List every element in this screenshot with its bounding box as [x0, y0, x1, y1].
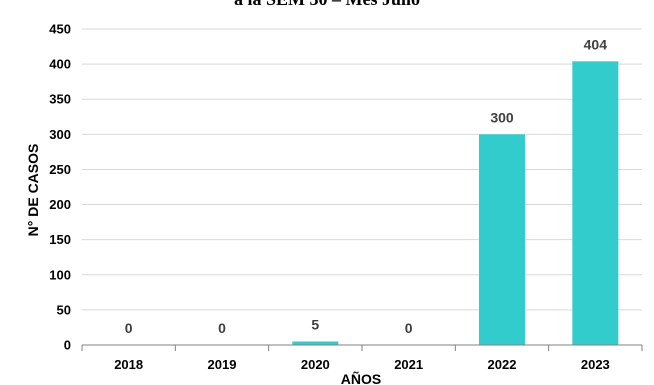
- y-tick-label: 150: [49, 232, 71, 247]
- y-tick-label: 450: [49, 22, 71, 37]
- y-axis-title: N° DE CASOS: [25, 144, 41, 237]
- data-label-2021: 0: [405, 320, 413, 336]
- y-tick-label: 200: [49, 197, 71, 212]
- x-tick-label: 2022: [488, 357, 517, 372]
- y-axis: 0 50 100 150 200 250 300 350 400 450: [49, 22, 71, 353]
- data-labels: 0 0 5 0 300 404: [125, 36, 607, 336]
- chart-title: a la SEM 30 – Mes Julio: [0, 0, 654, 10]
- bar-2023: [572, 61, 619, 346]
- y-tick-label: 350: [49, 92, 71, 107]
- data-label-2023: 404: [584, 36, 608, 52]
- y-tick-label: 50: [57, 302, 71, 317]
- y-tick-label: 100: [49, 267, 71, 282]
- gridlines: [82, 28, 642, 311]
- bar-2020: [292, 341, 339, 345]
- bars: [292, 61, 619, 346]
- x-tick-label: 2021: [394, 357, 423, 372]
- x-tick-label: 2019: [208, 357, 237, 372]
- y-tick-label: 250: [49, 162, 71, 177]
- y-tick-label: 400: [49, 57, 71, 72]
- x-tick-label: 2023: [581, 357, 610, 372]
- x-axis-title: AÑOS: [341, 370, 381, 385]
- data-label-2022: 300: [490, 109, 514, 125]
- x-tick-label: 2020: [301, 357, 330, 372]
- x-axis: 2018 2019 2020 2021 2022 2023: [81, 344, 643, 372]
- y-tick-label: 300: [49, 127, 71, 142]
- bar-2022: [479, 134, 525, 345]
- data-label-2019: 0: [218, 320, 226, 336]
- data-label-2018: 0: [125, 320, 133, 336]
- x-tick-label: 2018: [114, 357, 143, 372]
- y-tick-label: 0: [64, 338, 71, 353]
- data-label-2020: 5: [311, 316, 319, 332]
